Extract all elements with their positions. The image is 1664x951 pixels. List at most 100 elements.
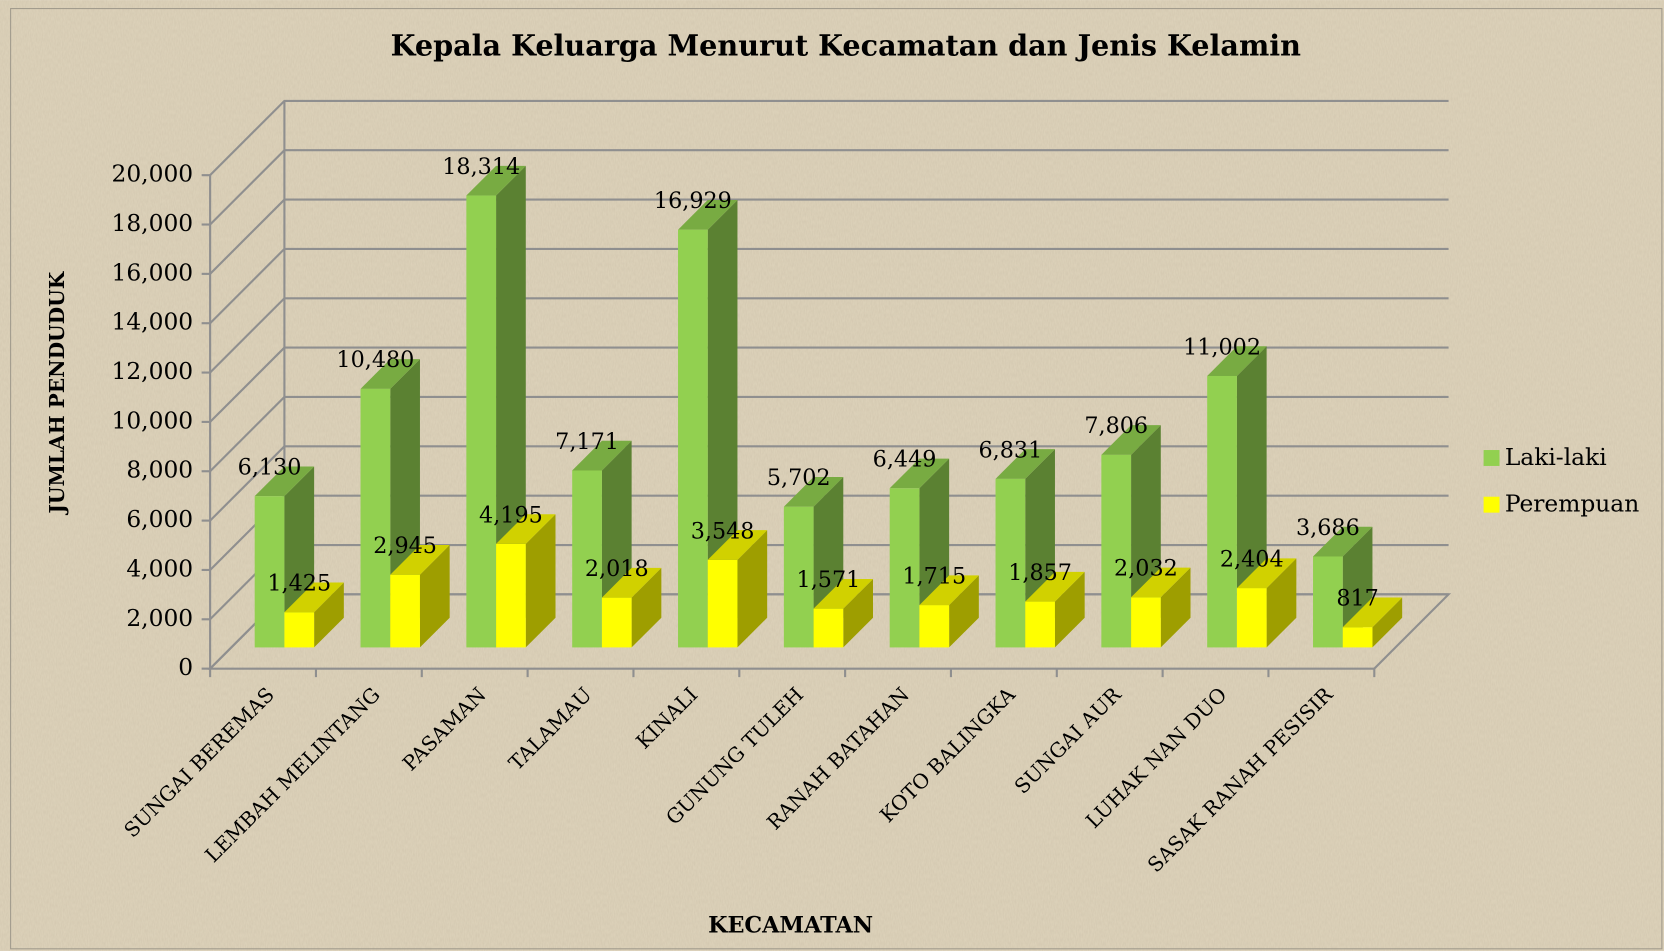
chart-title: Kepala Keluarga Menurut Kecamatan dan Je… xyxy=(391,28,1302,62)
y-tick-label: 14,000 xyxy=(112,308,194,336)
bar-top xyxy=(1025,571,1085,602)
bar-front xyxy=(678,229,708,648)
legend-label: Perempuan xyxy=(1505,490,1639,518)
bar xyxy=(1313,526,1373,648)
data-label: 2,018 xyxy=(585,556,649,582)
data-label: 11,002 xyxy=(1183,334,1261,360)
grid-line xyxy=(209,346,1449,423)
bar-side xyxy=(419,545,450,648)
bar-front xyxy=(601,597,632,648)
bar xyxy=(919,575,979,648)
bar-front xyxy=(1101,454,1132,648)
bar-front xyxy=(783,506,814,648)
bar xyxy=(284,582,344,648)
bar-front xyxy=(995,478,1026,648)
data-label: 6,449 xyxy=(873,447,937,473)
y-tick-label: 2,000 xyxy=(126,604,193,632)
bar-side xyxy=(949,575,979,648)
bar-front xyxy=(707,559,738,648)
legend-label: Laki-laki xyxy=(1505,443,1607,471)
chart-border xyxy=(10,8,1663,950)
y-tick-label: 0 xyxy=(178,653,193,681)
legend-swatch xyxy=(1483,450,1500,466)
bar-top xyxy=(1236,558,1297,589)
bar-top xyxy=(1101,425,1161,455)
bar-top xyxy=(360,359,420,389)
bar-top xyxy=(390,545,450,575)
bar-front xyxy=(284,612,315,648)
data-label: 2,032 xyxy=(1114,556,1178,582)
data-label: 7,171 xyxy=(555,429,619,455)
bar-front xyxy=(390,574,420,648)
data-label: 817 xyxy=(1336,586,1379,612)
y-tick-label: 4,000 xyxy=(126,554,193,582)
data-label: 16,929 xyxy=(654,188,732,214)
bar-side xyxy=(737,530,768,648)
data-label: 18,314 xyxy=(442,154,520,180)
data-label: 3,686 xyxy=(1296,515,1360,541)
grid-line xyxy=(209,395,1449,473)
bar-top xyxy=(707,530,768,560)
bar-top xyxy=(1313,526,1373,557)
bar-front xyxy=(919,605,950,648)
bar-top xyxy=(254,466,315,497)
bar-side xyxy=(631,567,662,648)
bar-side xyxy=(843,578,874,648)
y-tick-label: 20,000 xyxy=(112,160,194,188)
bar xyxy=(813,578,874,648)
bar-top xyxy=(678,200,738,230)
bar-top xyxy=(783,477,844,507)
data-label: 5,702 xyxy=(767,465,831,491)
data-label: 1,715 xyxy=(902,564,966,590)
bar-top xyxy=(813,578,874,609)
grid-line xyxy=(209,297,1449,374)
bar xyxy=(1131,567,1191,648)
bar-front xyxy=(1025,601,1055,648)
bar-side xyxy=(1160,567,1191,648)
y-tick-label: 18,000 xyxy=(112,209,194,237)
bar xyxy=(678,200,738,648)
x-axis-title: KECAMATAN xyxy=(708,913,873,939)
bar-front xyxy=(1236,588,1267,648)
bar-front xyxy=(360,388,391,648)
bar-top xyxy=(284,582,344,613)
bar-top xyxy=(496,514,556,544)
data-label: 10,480 xyxy=(336,347,414,373)
bar-top xyxy=(889,458,950,489)
grid-line xyxy=(209,247,1449,324)
bar-side xyxy=(1054,571,1085,648)
bar-top xyxy=(1131,567,1191,598)
bar-top xyxy=(572,440,632,471)
bar-front xyxy=(466,195,497,648)
bar-front xyxy=(496,543,526,648)
data-label: 1,571 xyxy=(797,567,861,593)
bar xyxy=(1236,558,1297,648)
data-label: 7,806 xyxy=(1084,413,1148,439)
bar-front xyxy=(889,488,920,648)
y-tick-label: 12,000 xyxy=(112,357,194,385)
bar xyxy=(390,545,450,648)
bar-front xyxy=(1342,627,1373,648)
legend-swatch xyxy=(1483,496,1500,513)
bar xyxy=(1025,571,1085,648)
bar xyxy=(601,567,662,648)
bar-top xyxy=(1207,346,1267,376)
bar xyxy=(1342,597,1403,648)
y-axis-title: JUMLAH PENDUDUK xyxy=(45,270,69,515)
bar-front xyxy=(1131,597,1161,648)
data-label: 2,945 xyxy=(373,533,437,559)
bar-top xyxy=(919,575,979,606)
data-label: 6,130 xyxy=(238,455,302,481)
y-tick-label: 16,000 xyxy=(112,258,194,286)
bar-side xyxy=(314,582,344,648)
grid-line xyxy=(209,445,1449,522)
bar-front xyxy=(1207,375,1237,648)
y-tick-label: 6,000 xyxy=(126,505,193,533)
data-label: 3,548 xyxy=(691,518,755,544)
data-label: 2,404 xyxy=(1220,547,1284,573)
bar xyxy=(1207,346,1267,648)
data-label: 4,195 xyxy=(479,502,543,528)
bar-side xyxy=(525,514,556,648)
